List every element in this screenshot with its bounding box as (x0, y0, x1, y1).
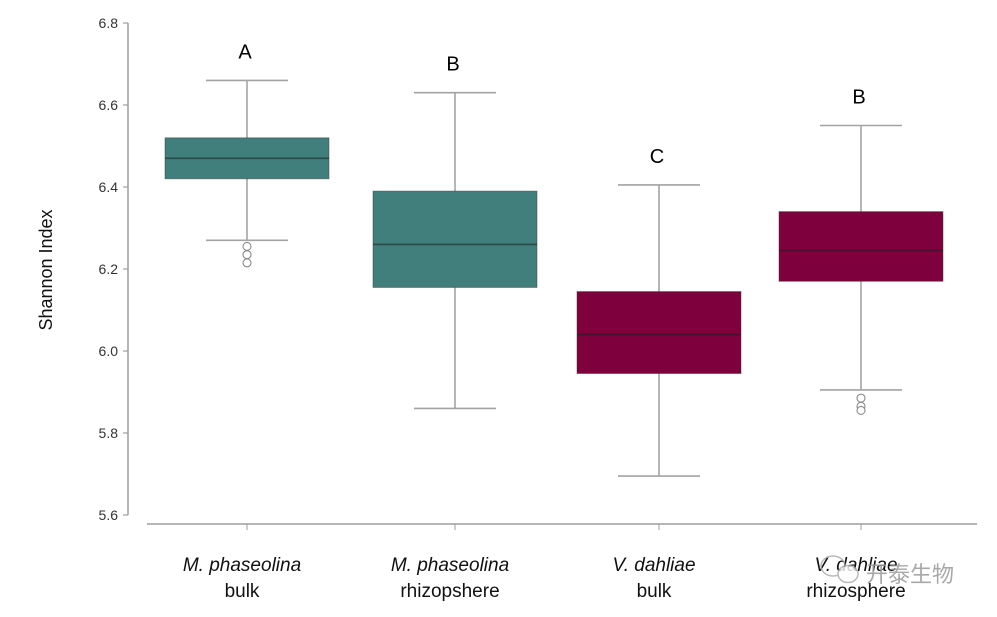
boxes: A B C B (164, 41, 944, 477)
category-label-compartment: bulk (225, 581, 260, 602)
category-label-species: M. phaseolina (183, 555, 301, 576)
outlier-point (856, 405, 866, 416)
y-tick-label: 6.8 (99, 15, 119, 31)
y-tick-label: 6.4 (99, 179, 119, 195)
significance-letter: B (852, 87, 865, 109)
iqr-box (372, 190, 538, 288)
outlier-point (856, 393, 866, 403)
box-group: B (372, 54, 538, 410)
box-group: C (576, 146, 742, 477)
outlier-point (242, 258, 252, 268)
iqr-box (576, 291, 742, 375)
category-label-compartment: bulk (637, 581, 672, 602)
y-tick-label: 6.2 (99, 261, 119, 277)
iqr-box (778, 211, 944, 282)
box-group: A (164, 41, 330, 268)
outlier-point (242, 241, 252, 251)
significance-letter: C (650, 146, 664, 168)
category-label-compartment: rhizosphere (806, 581, 905, 602)
x-axis (147, 523, 977, 530)
wechat-icon (820, 555, 859, 584)
y-axis: 5.6 5.8 6.0 6.2 6.4 6.6 6.8 (99, 15, 129, 523)
category-label-species: M. phaseolina (391, 555, 509, 576)
category-label-compartment: rhizopshere (400, 581, 499, 602)
watermark: 开泰生物 (820, 555, 954, 587)
y-tick-label: 5.8 (99, 425, 119, 441)
category-label-species: V. dahliae (612, 555, 695, 576)
category-labels: M. phaseolina bulk M. phaseolina rhizopsher… (183, 555, 906, 602)
category-label-species: V. dahliae (814, 555, 897, 576)
box-group: B (778, 87, 944, 416)
significance-letter: B (446, 54, 459, 76)
y-axis-label: Shannon Index (36, 209, 56, 330)
y-tick-label: 6.6 (99, 97, 119, 113)
y-tick-label: 5.6 (99, 507, 119, 523)
significance-letter: A (238, 41, 252, 63)
y-tick-label: 6.0 (99, 343, 119, 359)
outlier-point (242, 250, 252, 260)
watermark-text: 开泰生物 (866, 562, 954, 587)
